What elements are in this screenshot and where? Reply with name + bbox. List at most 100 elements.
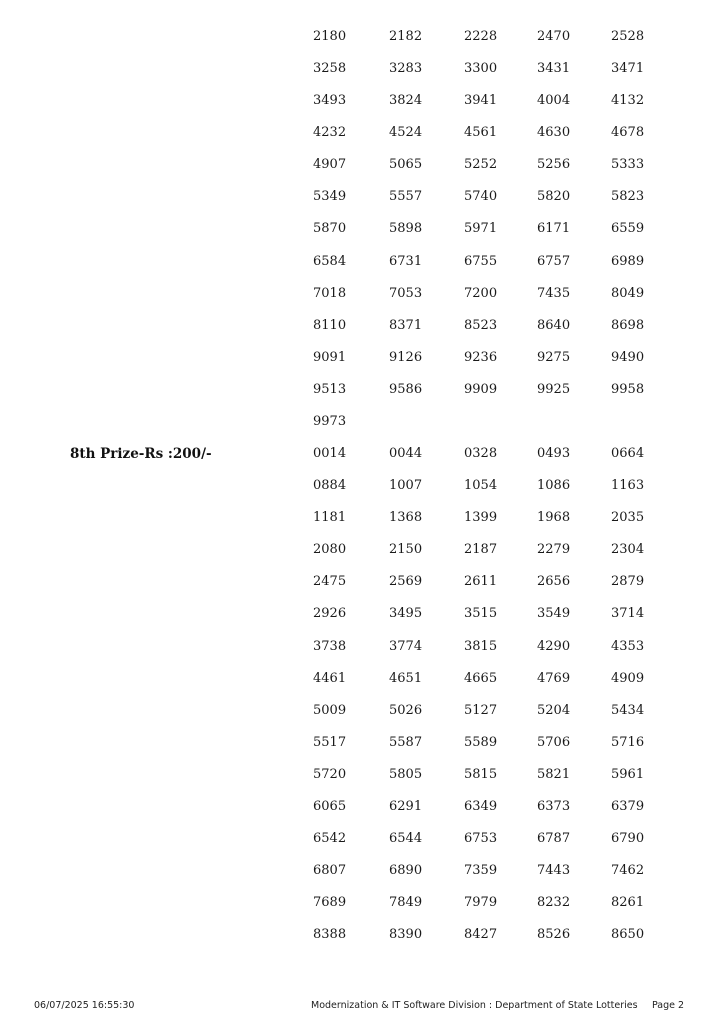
winning-number: 5065: [389, 157, 423, 173]
winning-number: 5961: [611, 766, 645, 782]
result-row: 5870 5898 5971 6171 6559: [0, 219, 724, 239]
winning-number: 5716: [611, 734, 645, 750]
winning-number: 5720: [313, 766, 347, 782]
winning-number: 8390: [389, 927, 423, 943]
winning-number: 2569: [389, 574, 423, 590]
winning-number: 4651: [389, 670, 423, 686]
winning-number: 0493: [537, 446, 571, 462]
winning-number: 9091: [313, 349, 347, 365]
result-row: 3258 3283 3300 3431 3471: [0, 59, 724, 79]
winning-number: 6544: [389, 831, 423, 846]
winning-number: 5870: [313, 221, 347, 237]
winning-number: 6787: [537, 831, 571, 846]
winning-number: 2611: [464, 574, 498, 590]
winning-number: 6291: [389, 798, 423, 814]
result-row: 1181 1368 1399 1968 2035: [0, 508, 724, 528]
result-row: 8110 8371 8523 8640 8698: [0, 316, 724, 336]
winning-number: 5256: [537, 157, 571, 173]
winning-number: 0014: [313, 446, 347, 462]
result-row: 2080 2150 2187 2279 2304: [0, 540, 724, 560]
winning-number: 2879: [611, 574, 645, 590]
winning-number: 8232: [537, 895, 571, 911]
winning-number: 5349: [313, 189, 347, 205]
winning-number: 0328: [464, 446, 498, 462]
winning-number: 4769: [537, 670, 571, 686]
result-row: 5009 5026 5127 5204 5434: [0, 701, 724, 721]
winning-number: 6373: [537, 798, 571, 814]
winning-number: 8640: [537, 317, 571, 333]
winning-number: 7689: [313, 895, 347, 911]
result-row: 7689 7849 7979 8232 8261: [0, 893, 724, 913]
winning-number: 4290: [537, 638, 571, 654]
winning-number: 5434: [611, 702, 645, 718]
winning-number: 3300: [464, 61, 498, 77]
winning-number: 9513: [313, 381, 347, 397]
result-row: 4232 4524 4561 4630 4678: [0, 123, 724, 143]
winning-number: 6542: [313, 831, 347, 846]
winning-number: 9925: [537, 381, 571, 397]
winning-number: 4461: [313, 670, 347, 686]
result-row: 2926 3495 3515 3549 3714: [0, 604, 724, 624]
winning-number: 6753: [464, 831, 498, 846]
result-row: 5517 5587 5589 5706 5716: [0, 733, 724, 753]
winning-number: 1399: [464, 510, 498, 526]
footer-page-number: Page 2: [652, 1000, 685, 1011]
winning-number: 2470: [537, 29, 571, 44]
winning-number: 5821: [537, 766, 571, 782]
winning-number: 3815: [464, 638, 498, 654]
result-row: 6807 6890 7359 7443 7462: [0, 861, 724, 881]
winning-number: 7435: [537, 285, 571, 301]
winning-number: 3283: [389, 61, 423, 77]
winning-number: 4909: [611, 670, 645, 686]
winning-number: 6890: [389, 863, 423, 879]
winning-number: 1054: [464, 478, 498, 494]
result-row: 8388 8390 8427 8526 8650: [0, 925, 724, 945]
winning-number: 5706: [537, 734, 571, 750]
winning-number: 9490: [611, 349, 645, 365]
winning-number: 5127: [464, 702, 498, 718]
winning-number: 3471: [611, 61, 645, 77]
winning-number: 1086: [537, 478, 571, 494]
result-row: 9513 9586 9909 9925 9958: [0, 380, 724, 400]
winning-number: 8049: [611, 285, 645, 301]
winning-number: 3549: [537, 606, 571, 622]
winning-number: 2180: [313, 29, 347, 44]
winning-number: 8371: [389, 317, 423, 333]
winning-number: 6807: [313, 863, 347, 879]
winning-number: 3493: [313, 93, 347, 109]
result-row: 9973: [0, 412, 724, 432]
winning-number: 8110: [313, 317, 347, 333]
result-row: 3493 3824 3941 4004 4132: [0, 91, 724, 111]
result-row: 3738 3774 3815 4290 4353: [0, 637, 724, 657]
winning-number: 9236: [464, 349, 498, 365]
winning-number: 9586: [389, 381, 423, 397]
winning-number: 2926: [313, 606, 347, 622]
winning-number: 8427: [464, 927, 498, 943]
winning-number: 9973: [313, 413, 347, 429]
winning-number: 0044: [389, 446, 423, 462]
winning-number: 6584: [313, 253, 347, 269]
winning-number: 8526: [537, 927, 571, 943]
result-row: 6584 6731 6755 6757 6989: [0, 252, 724, 272]
winning-number: 5971: [464, 221, 498, 237]
winning-number: 3774: [389, 638, 423, 654]
result-row: 6065 6291 6349 6373 6379: [0, 797, 724, 817]
winning-number: 2279: [537, 542, 571, 558]
winning-number: 5333: [611, 157, 645, 173]
winning-number: 7053: [389, 285, 423, 301]
result-row: 4907 5065 5252 5256 5333: [0, 155, 724, 175]
winning-number: 7018: [313, 285, 347, 301]
result-row: 2475 2569 2611 2656 2879: [0, 572, 724, 592]
result-row: 0884 1007 1054 1086 1163: [0, 476, 724, 496]
winning-number: 4665: [464, 670, 498, 686]
winning-number: 2187: [464, 542, 498, 558]
winning-number: 7359: [464, 863, 498, 879]
winning-number: 1007: [389, 478, 423, 494]
winning-number: 2035: [611, 510, 645, 526]
winning-number: 5204: [537, 702, 571, 718]
winning-number: 6790: [611, 831, 645, 846]
winning-number: 5740: [464, 189, 498, 205]
winning-number: 4678: [611, 125, 645, 141]
winning-number: 6171: [537, 221, 571, 237]
winning-number: 7849: [389, 895, 423, 911]
